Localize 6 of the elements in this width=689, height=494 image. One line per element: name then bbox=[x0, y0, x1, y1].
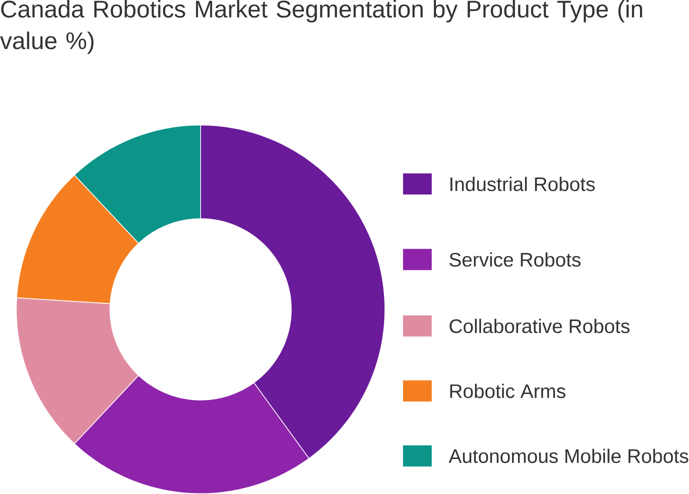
chart-title: Canada Robotics Market Segmentation by Product Type (in value %) bbox=[0, 0, 642, 54]
legend-label: Robotic Arms bbox=[450, 384, 566, 398]
legend-label: Autonomous Mobile Robots bbox=[448, 448, 688, 464]
legend-label: Collaborative Robots bbox=[450, 318, 630, 334]
legend-label: Industrial Robots bbox=[450, 176, 595, 192]
legend-label: Service Robots bbox=[450, 252, 581, 267]
